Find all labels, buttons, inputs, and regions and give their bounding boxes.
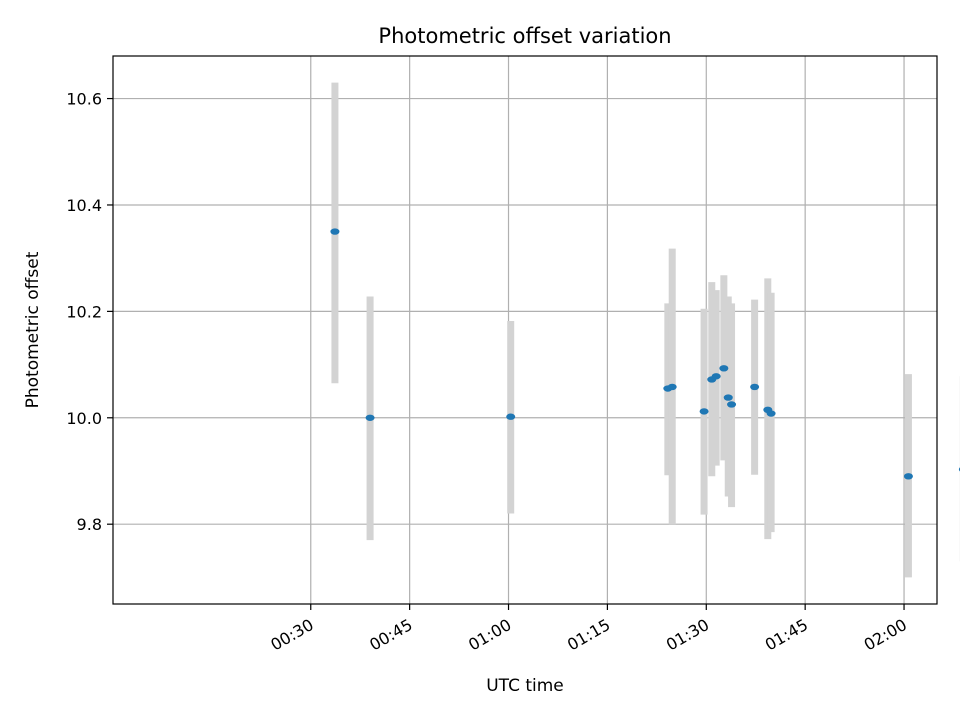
data-point xyxy=(750,383,760,391)
data-point xyxy=(365,414,375,421)
y-tick-label: 10.4 xyxy=(66,196,102,215)
data-point xyxy=(766,410,776,417)
data-point xyxy=(719,365,729,372)
data-point xyxy=(667,383,677,391)
y-tick-label: 10.6 xyxy=(66,90,102,109)
y-axis-ticks: 9.8 10.0 10.2 10.4 10.6 xyxy=(66,90,113,534)
data-point xyxy=(506,413,516,420)
data-point xyxy=(711,373,721,380)
x-axis-title: UTC time xyxy=(486,676,564,696)
y-tick-label: 10.2 xyxy=(66,302,102,321)
y-tick-label: 10.0 xyxy=(66,409,102,428)
data-points xyxy=(330,228,960,480)
data-point xyxy=(903,473,913,480)
plot-area-frame xyxy=(112,55,938,605)
y-tick-label: 9.8 xyxy=(77,515,102,534)
data-point xyxy=(699,408,709,415)
data-point xyxy=(723,394,733,401)
y-axis-title: Photometric offset xyxy=(23,251,43,408)
data-point xyxy=(330,228,340,235)
data-point xyxy=(727,401,737,408)
chart-title: Photometric offset variation xyxy=(378,24,671,48)
